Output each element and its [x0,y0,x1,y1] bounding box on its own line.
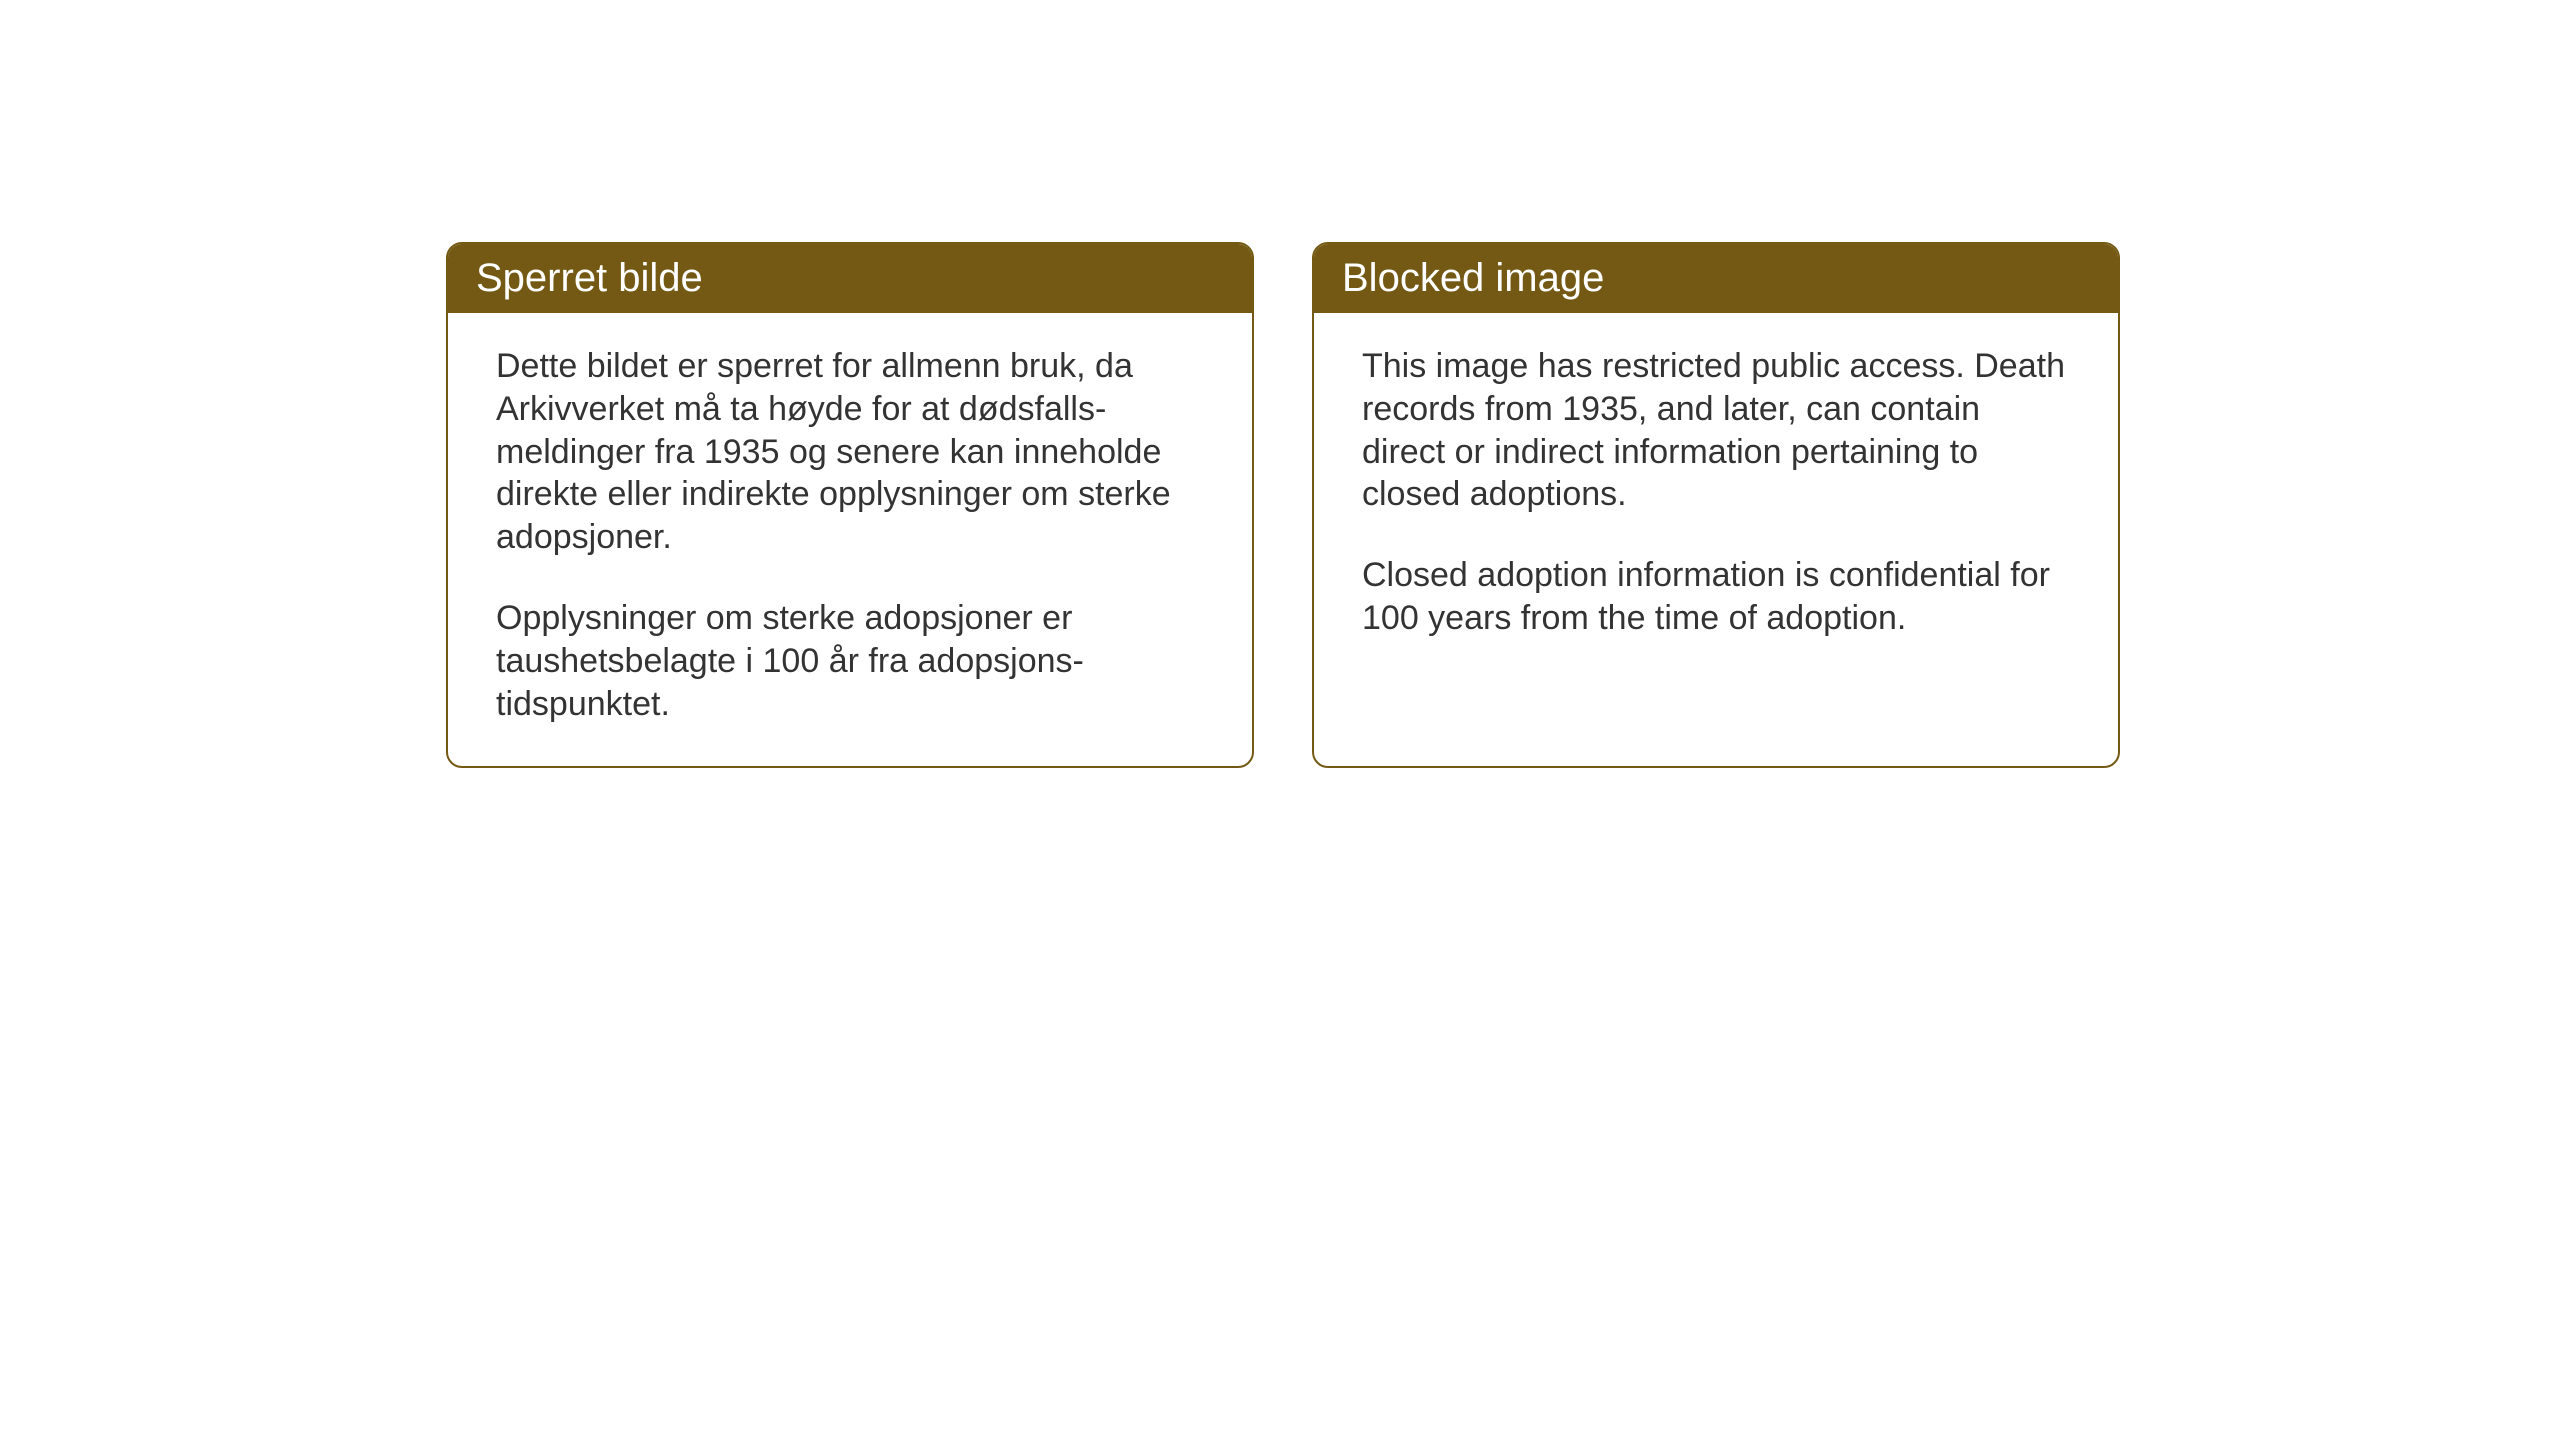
notice-card-english: Blocked image This image has restricted … [1312,242,2120,768]
card-paragraph-1-english: This image has restricted public access.… [1362,345,2070,516]
card-body-english: This image has restricted public access.… [1314,313,2118,680]
card-paragraph-2-english: Closed adoption information is confident… [1362,554,2070,640]
card-header-norwegian: Sperret bilde [448,244,1252,313]
card-paragraph-2-norwegian: Opplysninger om sterke adopsjoner er tau… [496,597,1204,725]
card-title-english: Blocked image [1342,256,1604,300]
card-paragraph-1-norwegian: Dette bildet er sperret for allmenn bruk… [496,345,1204,559]
card-body-norwegian: Dette bildet er sperret for allmenn bruk… [448,313,1252,766]
notice-card-norwegian: Sperret bilde Dette bildet er sperret fo… [446,242,1254,768]
card-header-english: Blocked image [1314,244,2118,313]
card-title-norwegian: Sperret bilde [476,256,703,300]
notice-cards-container: Sperret bilde Dette bildet er sperret fo… [446,242,2120,768]
